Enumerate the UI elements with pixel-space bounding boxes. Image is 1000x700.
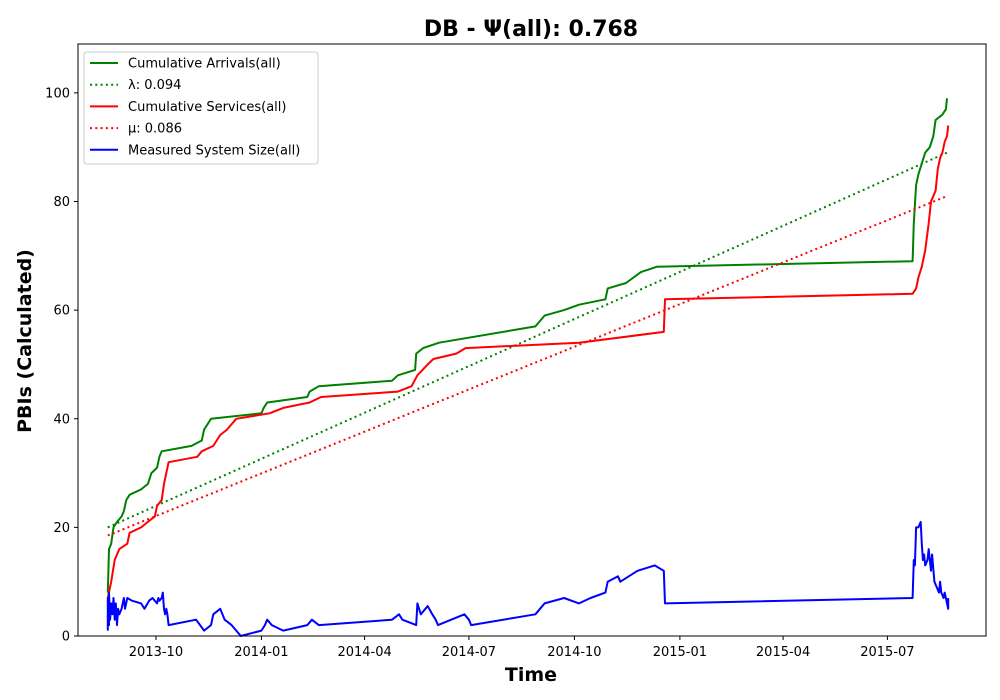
series-line-3-0-086 (107, 195, 948, 537)
legend-box (83, 51, 319, 165)
x-tick-label: 2014-04 (337, 645, 391, 660)
y-tick-label: 60 (53, 304, 70, 319)
y-tick-label: 80 (53, 195, 70, 210)
series-line-0-cumulative-arrivals-all (106, 98, 948, 593)
series-line-1-0-094 (107, 151, 948, 529)
series-line-2-cumulative-services-all (106, 125, 950, 599)
x-tick-label: 2014-10 (547, 645, 601, 660)
x-tick-label: 2014-01 (234, 645, 288, 660)
x-tick-label: 2015-07 (860, 645, 914, 660)
series-line-4-measured-system-size-all (106, 520, 950, 637)
y-tick-label: 0 (62, 630, 70, 645)
plot-frame (77, 43, 987, 637)
x-tick-label: 2015-01 (653, 645, 707, 660)
x-tick-label: 2014-07 (442, 645, 496, 660)
y-tick-label: 40 (53, 412, 70, 427)
axes: 0 20 40 60 80 100 2013-10 2014-01 2014-04 2014-07… (45, 43, 987, 660)
legend-label-3: μ: 0.086 (128, 122, 182, 137)
legend-label-1: λ: 0.094 (128, 78, 181, 93)
x-axis-label: Time (505, 664, 557, 686)
chart-title: DB - Ψ(all): 0.768 (424, 17, 638, 42)
legend-label-2: Cumulative Services(all) (128, 100, 286, 115)
legend: Cumulative Arrivals(all) λ: 0.094 Cumulati… (83, 51, 319, 165)
legend-label-4: Measured System Size(all) (128, 143, 300, 158)
x-tick-label: 2015-04 (756, 645, 810, 660)
y-axis-label: PBIs (Calculated) (14, 249, 36, 433)
y-tick-label: 100 (45, 86, 70, 101)
x-tick-label: 2013-10 (129, 645, 183, 660)
legend-label-0: Cumulative Arrivals(all) (128, 57, 281, 72)
y-tick-label: 20 (53, 521, 70, 536)
plot-area (106, 98, 950, 637)
